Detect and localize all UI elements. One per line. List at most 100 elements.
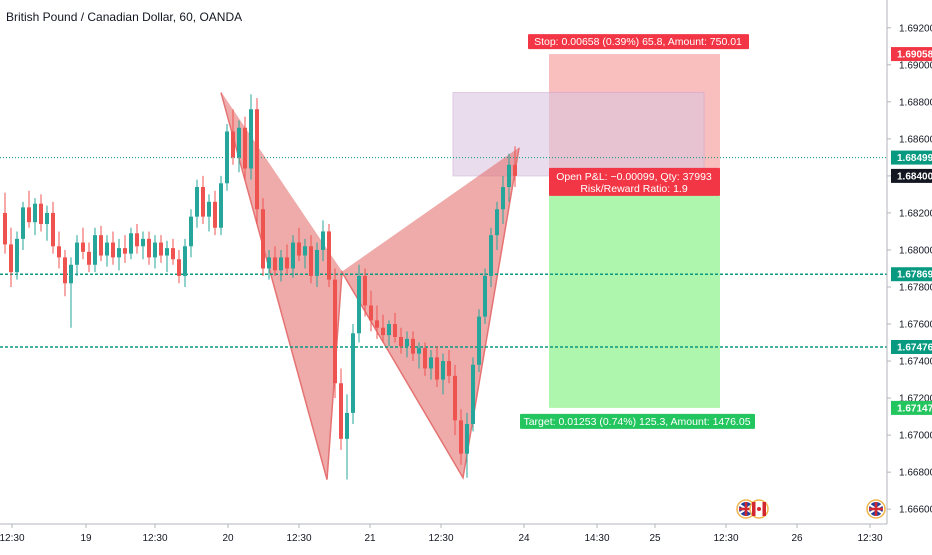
price-tick-label: 1.67800 [899,282,932,293]
candle[interactable] [381,314,385,343]
candle[interactable] [405,331,409,358]
candle[interactable] [87,242,91,273]
candle[interactable] [327,224,331,287]
candle[interactable] [165,240,169,273]
candle[interactable] [309,235,313,284]
candle[interactable] [477,309,481,373]
candle[interactable] [297,227,301,262]
candle[interactable] [249,94,253,180]
candle[interactable] [15,231,19,280]
candle-body [489,235,493,276]
candle[interactable] [291,235,295,278]
candle[interactable] [225,124,229,191]
candle[interactable] [219,175,223,236]
candle[interactable] [285,244,289,275]
candle-body [57,246,61,258]
candle[interactable] [171,238,175,265]
candle[interactable] [177,249,181,284]
candle[interactable] [57,231,61,269]
candle[interactable] [213,190,217,236]
candle[interactable] [99,225,103,262]
candle-body [51,212,55,247]
candle[interactable] [411,331,415,362]
candle[interactable] [303,238,307,269]
candle[interactable] [357,264,361,343]
candle[interactable] [315,242,319,287]
candle[interactable] [363,268,367,317]
candle[interactable] [441,353,445,395]
candle[interactable] [183,238,187,287]
candle[interactable] [417,342,421,369]
candle[interactable] [429,349,433,380]
supply-zone-rect[interactable] [452,92,705,177]
candle[interactable] [321,220,325,262]
candle[interactable] [75,235,79,276]
candle[interactable] [231,109,235,165]
ca-flag-icon[interactable] [749,499,769,519]
gb-flag-icon[interactable] [866,499,886,519]
candle[interactable] [63,249,67,297]
candle[interactable] [435,346,439,387]
candle[interactable] [129,227,133,260]
candle[interactable] [279,249,283,282]
candle[interactable] [273,246,277,276]
candle[interactable] [393,312,397,343]
candle[interactable] [81,227,85,260]
candle[interactable] [267,249,271,280]
candle[interactable] [141,231,145,260]
candle[interactable] [9,227,13,287]
candle[interactable] [447,349,451,384]
candle[interactable] [123,235,127,263]
candle[interactable] [471,357,475,432]
candle[interactable] [3,192,7,254]
candle[interactable] [51,201,55,254]
candle[interactable] [501,175,505,225]
candle[interactable] [453,364,457,436]
candle[interactable] [39,194,43,232]
candle[interactable] [507,153,511,202]
candle[interactable] [375,305,379,339]
candle[interactable] [513,146,517,188]
candle[interactable] [489,227,493,287]
candle[interactable] [147,231,151,265]
price-tick-label: 1.67600 [899,320,932,331]
candle[interactable] [465,412,469,478]
candle[interactable] [207,194,211,232]
candle[interactable] [21,201,25,250]
candle[interactable] [195,179,199,228]
candle[interactable] [105,235,109,267]
target-zone[interactable] [549,175,720,408]
candle[interactable] [159,235,163,263]
candle[interactable] [351,324,355,425]
harmonic-pattern-line[interactable] [220,92,520,480]
candle[interactable] [237,120,241,173]
candle[interactable] [153,235,157,269]
candle[interactable] [459,409,463,465]
candle[interactable] [33,198,37,236]
candle[interactable] [255,98,259,225]
candle[interactable] [93,227,97,273]
candle[interactable] [243,116,247,180]
candle[interactable] [387,320,391,347]
candle[interactable] [69,257,73,328]
candle[interactable] [345,394,349,480]
candle[interactable] [339,368,343,450]
candle[interactable] [483,268,487,325]
candle[interactable] [261,198,265,276]
candle[interactable] [189,209,193,258]
candle[interactable] [27,190,31,228]
candle[interactable] [423,342,427,376]
candle[interactable] [333,268,337,399]
candle[interactable] [117,238,121,271]
candle[interactable] [201,175,205,225]
candle-body [393,324,397,337]
candle[interactable] [45,205,49,241]
candle[interactable] [399,327,403,354]
candle[interactable] [369,290,373,332]
candle[interactable] [495,201,499,250]
candle[interactable] [111,231,115,265]
stop-label-box [528,34,749,50]
candle[interactable] [135,224,139,254]
